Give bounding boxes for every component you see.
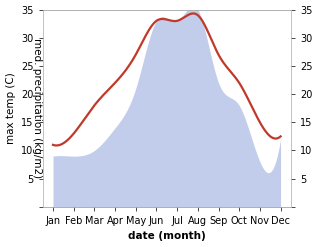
Y-axis label: max temp (C): max temp (C) [5,72,16,144]
X-axis label: date (month): date (month) [128,231,206,242]
Y-axis label: med. precipitation (kg/m2): med. precipitation (kg/m2) [31,38,42,178]
